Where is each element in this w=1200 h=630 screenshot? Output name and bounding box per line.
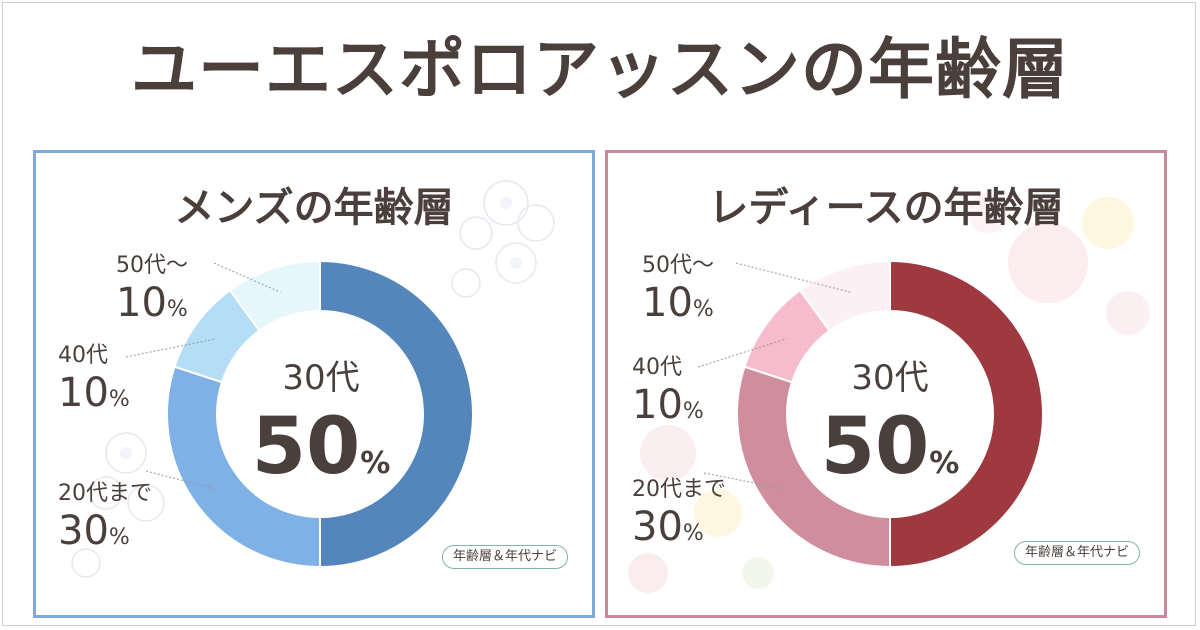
men-label-50s: 50代～ 10% — [116, 253, 188, 326]
men-pct-20s: 30 — [58, 508, 109, 554]
women-age-40s: 40代 — [632, 355, 682, 380]
women-slice-2 — [736, 365, 891, 569]
women-pct-20s: 30 — [632, 504, 683, 550]
men-age-20s: 20代まで — [58, 481, 152, 506]
women-unit-40s: % — [682, 399, 704, 424]
men-pct-50s: 10 — [116, 280, 167, 326]
women-age-20s: 20代まで — [632, 477, 726, 502]
men-center-pct: 50% — [211, 408, 431, 486]
men-donut-chart — [125, 259, 474, 569]
men-unit-50s: % — [166, 297, 188, 322]
floral-decoration — [628, 193, 1150, 593]
men-label-20s: 20代まで 30% — [58, 481, 152, 554]
men-age-40s: 40代 — [58, 343, 108, 368]
men-slice-4 — [228, 259, 321, 333]
women-donut-chart — [697, 259, 1044, 569]
floral-decoration — [71, 180, 555, 578]
men-label-40s: 40代 10% — [58, 343, 130, 416]
women-center-unit: % — [929, 446, 960, 481]
women-badge: 年齢層＆年代ナビ — [1014, 541, 1141, 565]
women-center-pct: 50% — [780, 408, 1000, 486]
women-center-value: 50 — [820, 402, 930, 492]
women-center-age: 30代 — [851, 358, 929, 398]
women-unit-20s: % — [682, 521, 704, 546]
page-title: ユーエスポロアッスンの年齢層 — [131, 31, 1069, 108]
men-center-unit: % — [360, 446, 391, 481]
men-slice-2 — [166, 365, 321, 569]
men-chart-title: メンズの年齢層 — [174, 185, 454, 231]
men-panel: メンズの年齢層 50代～ 10% 40代 10% 20代まで 30% 30代 5… — [33, 150, 595, 618]
men-leader-line-1 — [213, 262, 281, 293]
women-label-20s: 20代まで 30% — [632, 477, 726, 550]
men-leader-line-3 — [145, 470, 217, 490]
women-label-50s: 50代～ 10% — [642, 253, 714, 326]
women-leader-line-2 — [697, 338, 787, 368]
men-slice-1 — [319, 259, 474, 569]
women-pct-50s: 10 — [642, 280, 693, 326]
women-slice-1 — [889, 259, 1044, 569]
men-center-age: 30代 — [282, 358, 360, 398]
men-age-50s: 50代～ — [116, 253, 188, 278]
women-label-40s: 40代 10% — [632, 355, 704, 428]
men-unit-40s: % — [108, 387, 130, 412]
men-leader-line-2 — [125, 338, 217, 358]
women-slice-4 — [798, 259, 891, 333]
men-badge: 年齢層＆年代ナビ — [442, 545, 569, 569]
men-unit-20s: % — [108, 525, 130, 550]
women-unit-50s: % — [692, 297, 714, 322]
women-pct-40s: 10 — [632, 382, 683, 428]
women-chart-title: レディースの年齢層 — [708, 185, 1064, 231]
women-age-50s: 50代～ — [642, 253, 714, 278]
women-panel: レディースの年齢層 50代～ 10% 40代 10% 20代まで 30% 30代… — [605, 150, 1167, 618]
men-center-value: 50 — [251, 402, 361, 492]
men-pct-40s: 10 — [58, 370, 109, 416]
